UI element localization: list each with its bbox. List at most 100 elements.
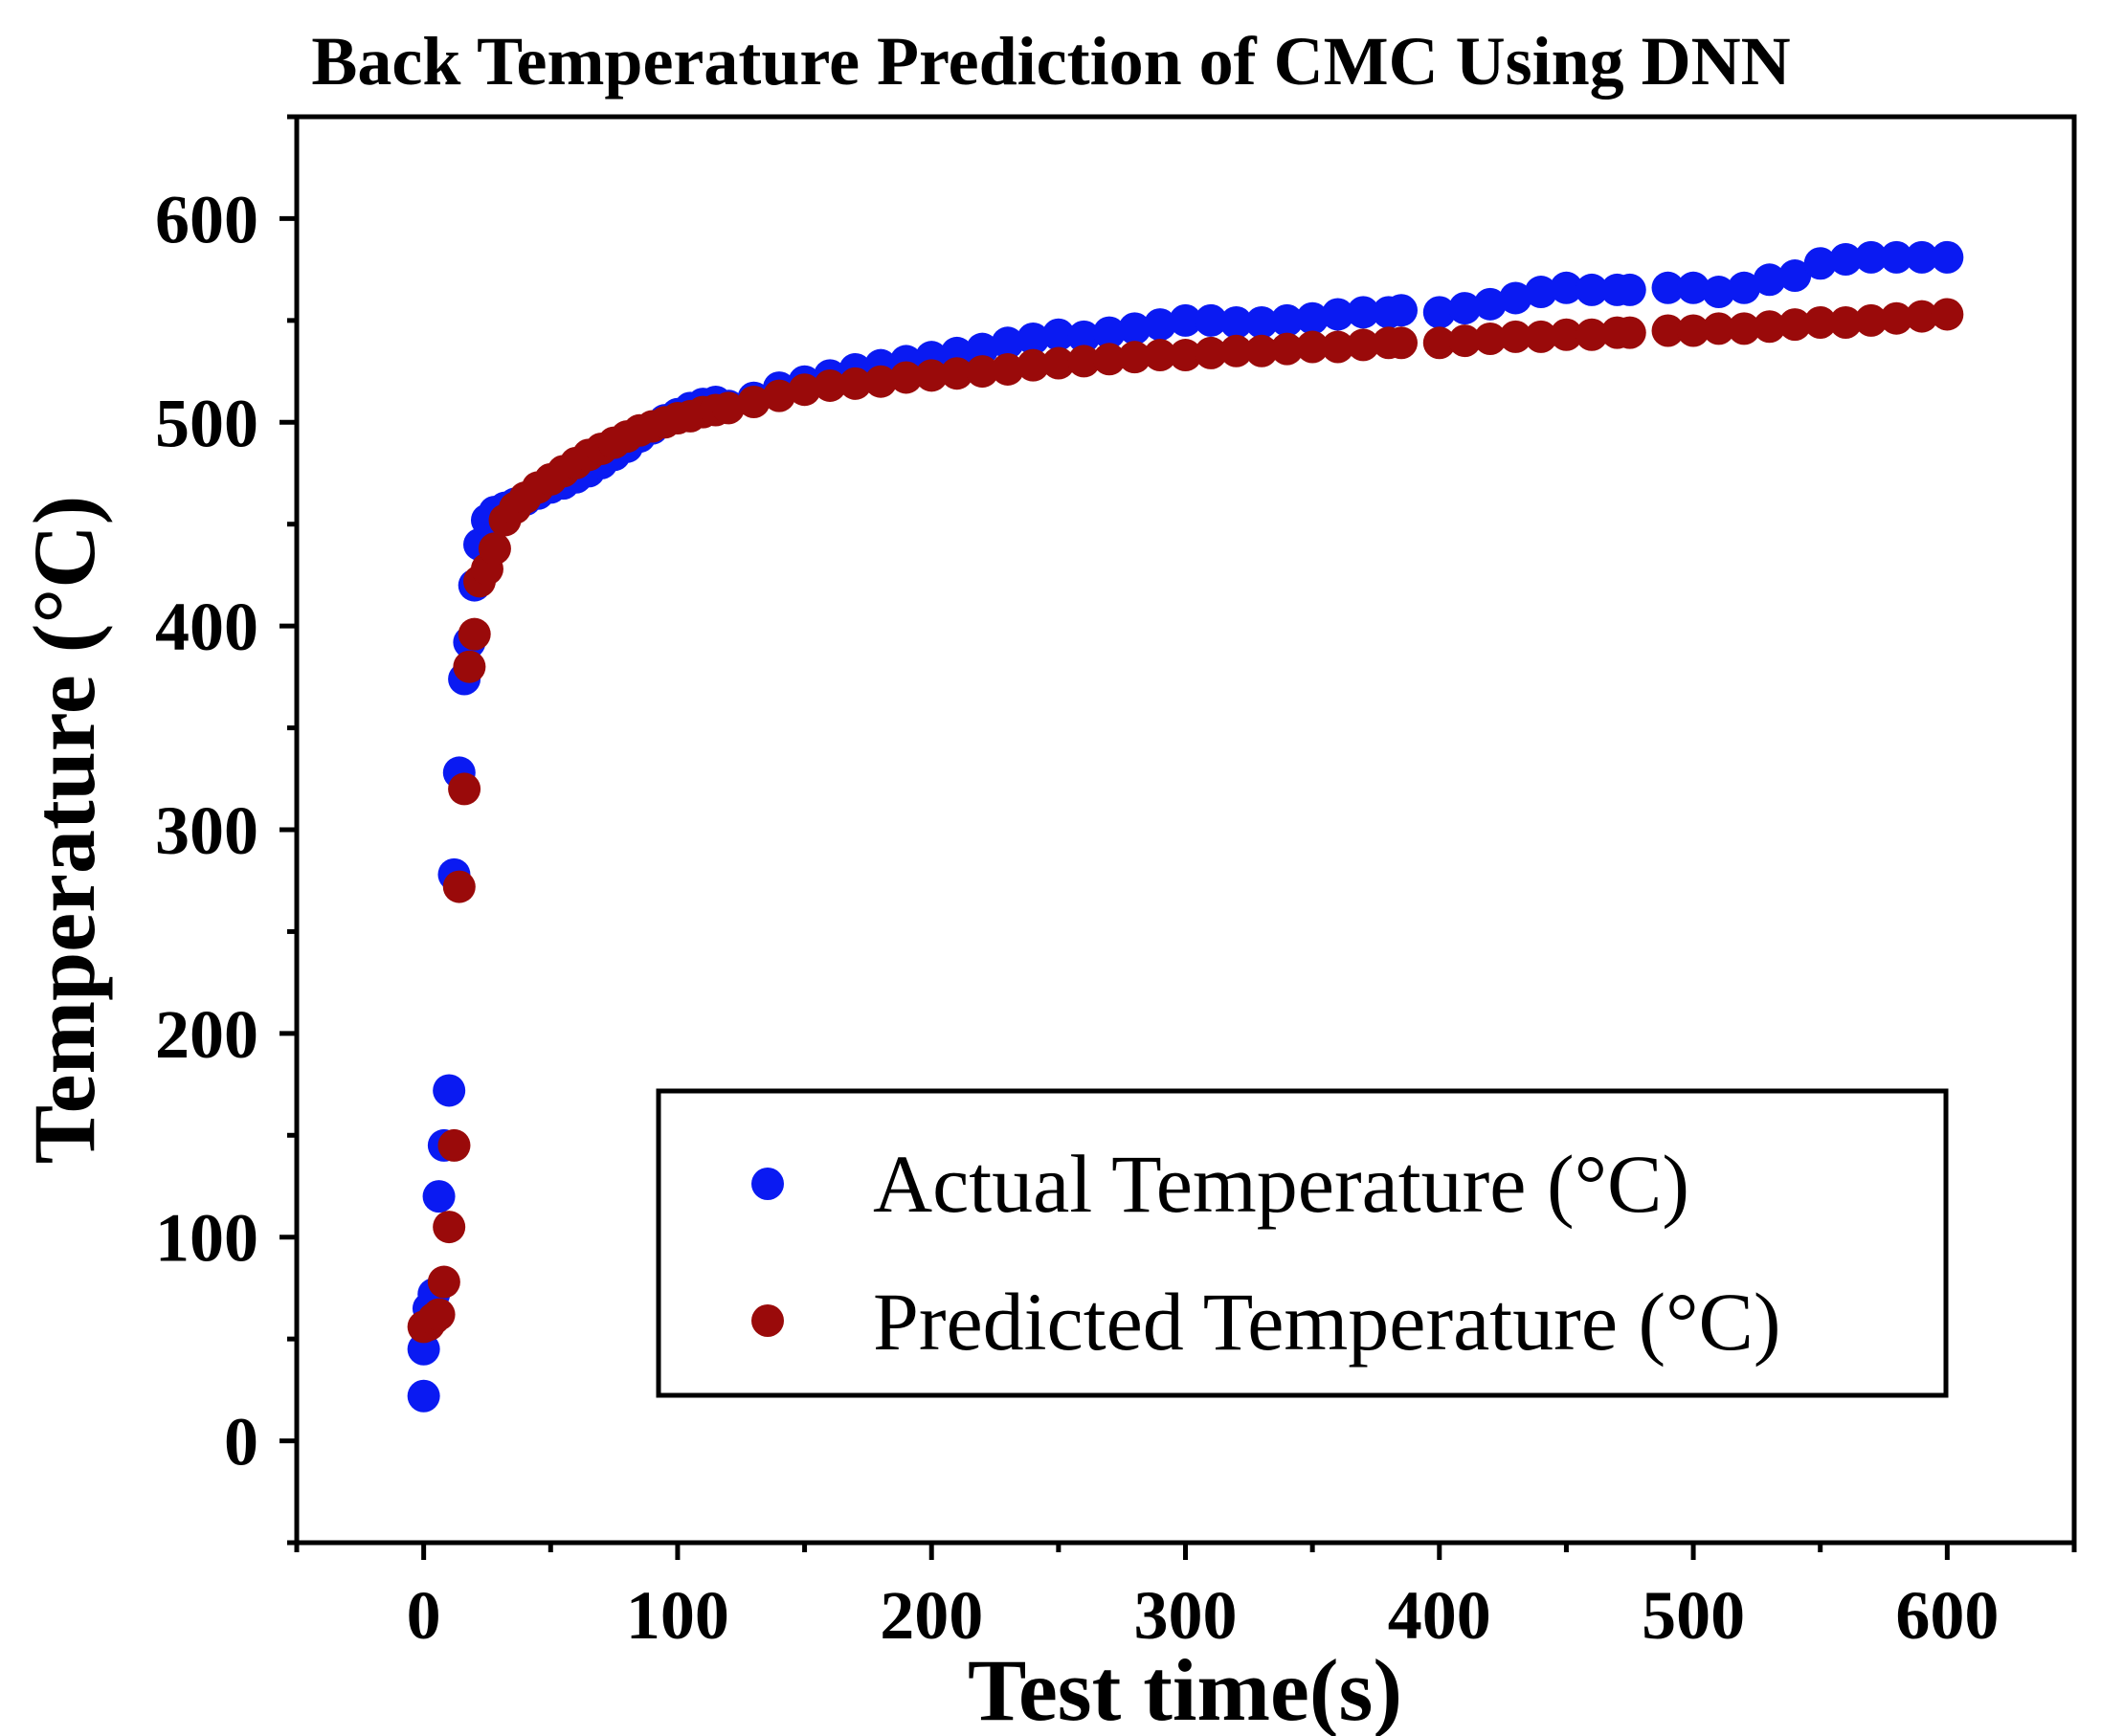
series-predicted xyxy=(407,298,1964,1344)
predicted-temperature-point xyxy=(711,391,745,425)
actual-temperature-point xyxy=(422,1180,456,1213)
predicted-temperature-point xyxy=(427,1265,460,1299)
x-tick-label: 100 xyxy=(626,1577,729,1654)
predicted-temperature-point xyxy=(1728,312,1761,345)
actual-temperature-point xyxy=(1905,240,1938,274)
actual-temperature-point xyxy=(1347,296,1380,329)
actual-temperature-point xyxy=(1651,271,1685,304)
y-tick-label: 100 xyxy=(155,1200,258,1277)
predicted-temperature-point xyxy=(1753,310,1786,344)
predicted-temperature-point xyxy=(1677,314,1710,347)
actual-temperature-point xyxy=(1803,247,1837,280)
x-tick-label: 500 xyxy=(1642,1577,1745,1654)
predicted-temperature-point xyxy=(1245,334,1279,367)
chart-title: Back Temperature Prediction of CMC Using… xyxy=(311,23,1790,100)
legend-marker-predicted xyxy=(751,1304,784,1337)
predicted-temperature-point xyxy=(838,367,872,400)
actual-temperature-point xyxy=(1384,294,1418,327)
y-tick-label: 0 xyxy=(224,1404,258,1480)
actual-temperature-point xyxy=(1270,303,1304,337)
actual-temperature-point xyxy=(1473,287,1507,321)
actual-temperature-point xyxy=(1575,273,1608,306)
predicted-temperature-point xyxy=(1092,343,1126,376)
legend-marker-actual xyxy=(751,1168,784,1200)
actual-temperature-point xyxy=(1728,271,1761,304)
actual-temperature-point xyxy=(1195,303,1228,337)
actual-temperature-point xyxy=(1677,271,1710,304)
predicted-temperature-point xyxy=(1829,305,1863,339)
predicted-temperature-point xyxy=(442,870,476,903)
actual-temperature-point xyxy=(1017,323,1050,356)
actual-temperature-point xyxy=(1321,298,1354,331)
predicted-temperature-point xyxy=(940,357,973,390)
predicted-temperature-point xyxy=(991,352,1024,386)
predicted-temperature-point xyxy=(966,355,999,389)
predicted-temperature-point xyxy=(1270,332,1304,366)
actual-temperature-point xyxy=(1880,240,1913,274)
predicted-temperature-point xyxy=(1448,324,1482,358)
x-axis-label: Test time(s) xyxy=(968,1641,1402,1736)
predicted-temperature-point xyxy=(1778,308,1812,342)
data-points xyxy=(407,240,1964,1413)
predicted-temperature-point xyxy=(889,361,923,394)
predicted-temperature-point xyxy=(1550,318,1583,351)
actual-temperature-point xyxy=(1422,296,1456,329)
predicted-temperature-point xyxy=(1651,314,1685,347)
actual-temperature-point xyxy=(1753,263,1786,297)
predicted-temperature-point xyxy=(1118,341,1151,374)
predicted-temperature-point xyxy=(1067,345,1101,378)
x-tick-label: 0 xyxy=(407,1577,441,1654)
predicted-temperature-point xyxy=(1347,328,1380,362)
y-tick-label: 200 xyxy=(155,996,258,1073)
predicted-temperature-point xyxy=(453,650,486,683)
legend-label-predicted: Predicted Temperature (°C) xyxy=(873,1276,1781,1368)
predicted-temperature-point xyxy=(1169,339,1202,372)
actual-temperature-point xyxy=(1067,320,1101,353)
x-tick-label: 300 xyxy=(1134,1577,1238,1654)
actual-temperature-point xyxy=(433,1074,466,1107)
legend-label-actual: Actual Temperature (°C) xyxy=(873,1138,1689,1230)
actual-temperature-point xyxy=(1143,308,1176,342)
actual-temperature-point xyxy=(966,332,999,366)
y-axis-label: Temperature (°C) xyxy=(15,496,113,1165)
legend: Actual Temperature (°C) Predicted Temper… xyxy=(656,1088,1949,1398)
predicted-temperature-point xyxy=(763,379,796,412)
predicted-temperature-point xyxy=(1219,334,1253,367)
actual-temperature-point xyxy=(1296,301,1330,335)
predicted-temperature-point xyxy=(1905,300,1938,333)
x-tick-label: 600 xyxy=(1895,1577,1999,1654)
actual-temperature-point xyxy=(1931,240,1964,274)
predicted-temperature-point xyxy=(864,365,898,398)
predicted-temperature-point xyxy=(433,1211,466,1244)
predicted-temperature-point xyxy=(737,386,771,418)
actual-temperature-point xyxy=(1245,305,1279,339)
predicted-temperature-point xyxy=(1321,330,1354,364)
actual-temperature-point xyxy=(1219,305,1253,339)
actual-temperature-point xyxy=(1854,240,1888,274)
predicted-temperature-point xyxy=(1702,312,1735,345)
predicted-temperature-point xyxy=(1422,326,1456,360)
predicted-temperature-point xyxy=(915,359,949,392)
x-tick-label: 400 xyxy=(1388,1577,1491,1654)
actual-temperature-point xyxy=(1499,281,1532,315)
predicted-temperature-point xyxy=(458,617,491,651)
actual-temperature-point xyxy=(1448,292,1482,325)
predicted-temperature-point xyxy=(1803,305,1837,339)
actual-temperature-point xyxy=(1550,271,1583,304)
predicted-temperature-point xyxy=(448,772,481,806)
x-tick-label: 200 xyxy=(880,1577,983,1654)
actual-temperature-point xyxy=(1169,303,1202,337)
predicted-temperature-point xyxy=(1880,301,1913,335)
predicted-temperature-point xyxy=(1384,326,1418,360)
predicted-temperature-point xyxy=(1499,320,1532,353)
actual-temperature-point xyxy=(1702,276,1735,309)
legend-box xyxy=(656,1088,1949,1398)
actual-temperature-point xyxy=(1613,273,1646,306)
y-tick-label: 600 xyxy=(155,181,258,257)
actual-temperature-point xyxy=(1829,243,1863,276)
actual-temperature-point xyxy=(407,1332,440,1366)
predicted-temperature-point xyxy=(1017,348,1050,382)
predicted-temperature-point xyxy=(1931,298,1964,331)
predicted-temperature-point xyxy=(1854,303,1888,337)
